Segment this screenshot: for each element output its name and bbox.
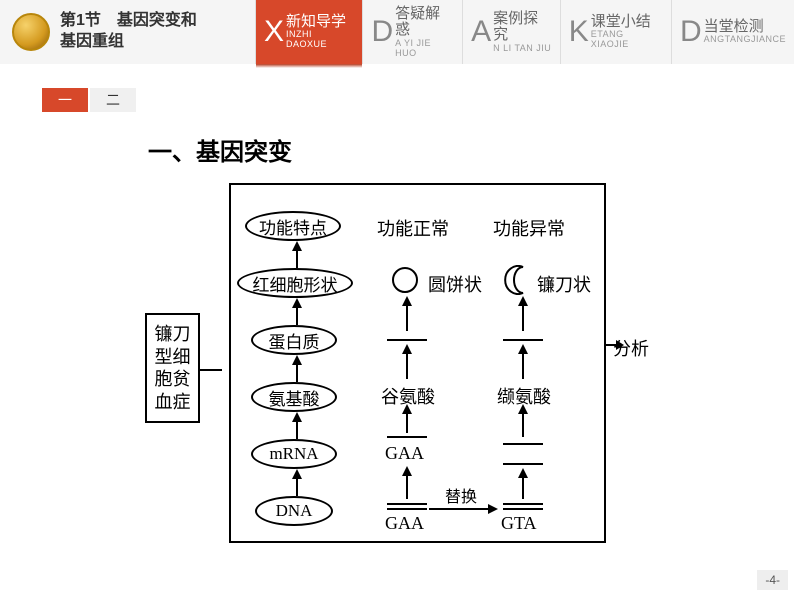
title-line-1: 第1节 基因突变和 bbox=[60, 11, 197, 32]
subtab-one[interactable]: 一 bbox=[42, 88, 88, 112]
arrow-up-icon bbox=[291, 470, 303, 496]
disease-label: 镰刀型细胞贫血症 bbox=[149, 323, 196, 413]
mrna-left: GAA bbox=[385, 443, 424, 464]
nav-dangtangjiance[interactable]: D 当堂检测 ANGTANGJIANCE bbox=[671, 0, 794, 64]
sub-tabs: 一 二 bbox=[42, 88, 794, 112]
mrna-bar-right-bot bbox=[503, 463, 543, 465]
nav-xinzhidaoxue[interactable]: X 新知导学 INZHI DAOXUE bbox=[255, 0, 362, 64]
oval-amino: 氨基酸 bbox=[251, 382, 337, 412]
dna-left: GAA bbox=[385, 513, 424, 534]
nav-letter: D bbox=[680, 15, 702, 49]
col-normal: 功能正常 bbox=[377, 215, 449, 241]
top-nav: X 新知导学 INZHI DAOXUE D 答疑解惑 A YI JIE HUO … bbox=[255, 0, 794, 64]
nav-letter: K bbox=[569, 15, 589, 49]
nav-label-py: ANGTANGJIANCE bbox=[704, 35, 786, 45]
nav-ketangxiaojie[interactable]: K 课堂小结 ETANG XIAOJIE bbox=[560, 0, 671, 64]
nav-dayijiehuo[interactable]: D 答疑解惑 A YI JIE HUO bbox=[362, 0, 462, 64]
arrow-up-icon bbox=[401, 405, 413, 433]
section-heading: 一、基因突变 bbox=[148, 132, 794, 167]
nav-label-cn: 案例探究 bbox=[493, 11, 552, 44]
nav-letter: D bbox=[371, 15, 393, 49]
arrow-up-icon bbox=[401, 345, 413, 379]
nav-letter: X bbox=[264, 15, 284, 49]
shape-round-label: 圆饼状 bbox=[428, 271, 482, 297]
col-abnormal: 功能异常 bbox=[493, 215, 565, 241]
protein-bar-left bbox=[387, 339, 427, 341]
oval-mrna: mRNA bbox=[251, 439, 337, 469]
arrow-up-icon bbox=[401, 297, 413, 331]
arrow-up-icon bbox=[291, 242, 303, 268]
oval-dna: DNA bbox=[255, 496, 333, 526]
circle-icon bbox=[392, 267, 418, 293]
dna-dbar-left bbox=[387, 503, 427, 510]
disease-box: 镰刀型细胞贫血症 bbox=[145, 313, 200, 423]
mrna-bar-left bbox=[387, 436, 427, 438]
nav-label-py: ETANG XIAOJIE bbox=[591, 30, 663, 50]
oval-protein: 蛋白质 bbox=[251, 325, 337, 355]
mrna-bar-right-top bbox=[503, 443, 543, 445]
nav-letter: A bbox=[471, 15, 491, 49]
nav-label-py: A YI JIE HUO bbox=[395, 39, 454, 59]
nav-label-cn: 课堂小结 bbox=[591, 14, 663, 31]
nav-label-py: N LI TAN JIU bbox=[493, 44, 552, 54]
arrow-up-icon bbox=[517, 469, 529, 499]
arrow-up-icon bbox=[401, 467, 413, 499]
arrow-up-icon bbox=[291, 356, 303, 382]
gene-mutation-diagram: 镰刀型细胞贫血症 功能特点 红细胞形状 蛋白质 氨基酸 mRNA DNA 功能正… bbox=[145, 183, 665, 551]
nav-anlitanjiu[interactable]: A 案例探究 N LI TAN JIU bbox=[462, 0, 560, 64]
title-line-2: 基因重组 bbox=[60, 32, 197, 53]
nav-label-cn: 新知导学 bbox=[286, 14, 354, 31]
arrow-right-icon bbox=[198, 365, 230, 375]
nav-label-cn: 答疑解惑 bbox=[395, 6, 454, 39]
nav-label-cn: 当堂检测 bbox=[704, 19, 786, 36]
arrow-up-icon bbox=[517, 297, 529, 331]
arrow-up-icon bbox=[291, 299, 303, 325]
page-title: 第1节 基因突变和 基因重组 bbox=[60, 11, 197, 53]
arrow-up-icon bbox=[517, 405, 529, 437]
nav-label-py: INZHI DAOXUE bbox=[286, 30, 354, 50]
top-bar: 第1节 基因突变和 基因重组 X 新知导学 INZHI DAOXUE D 答疑解… bbox=[0, 0, 794, 64]
protein-bar-right bbox=[503, 339, 543, 341]
dna-right: GTA bbox=[501, 513, 537, 534]
page-number: -4- bbox=[757, 570, 788, 590]
arrow-up-icon bbox=[517, 345, 529, 379]
oval-shape: 红细胞形状 bbox=[237, 268, 353, 298]
crescent-icon bbox=[503, 265, 531, 295]
shape-sickle-label: 镰刀状 bbox=[537, 271, 591, 297]
arrow-up-icon bbox=[291, 413, 303, 439]
analysis-label: 分析 bbox=[613, 335, 649, 361]
subtab-two[interactable]: 二 bbox=[90, 88, 136, 112]
title-block: 第1节 基因突变和 基因重组 bbox=[0, 0, 255, 64]
oval-function: 功能特点 bbox=[245, 211, 341, 241]
school-badge-icon bbox=[12, 13, 50, 51]
dna-dbar-right bbox=[503, 503, 543, 510]
replace-label: 替换 bbox=[445, 483, 477, 507]
